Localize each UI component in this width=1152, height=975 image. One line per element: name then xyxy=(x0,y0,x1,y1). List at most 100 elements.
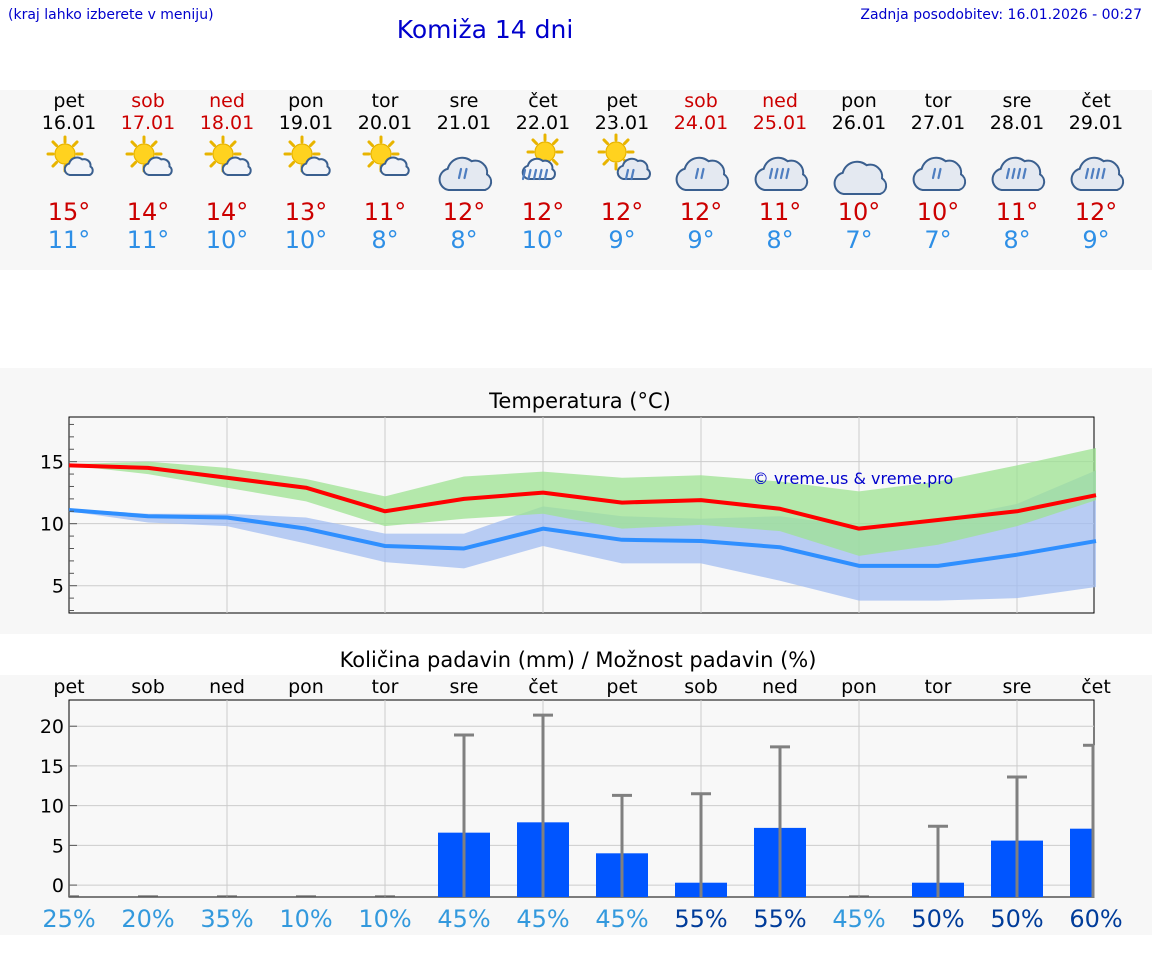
page-title: Komiža 14 dni xyxy=(396,15,574,44)
y-tick-label: 5 xyxy=(52,576,64,598)
max-temp: 11° xyxy=(364,198,407,226)
sun-disc xyxy=(291,143,313,165)
min-temp: 8° xyxy=(371,226,398,254)
precip-probability: 45% xyxy=(595,905,648,933)
max-temp: 11° xyxy=(996,198,1039,226)
day-name: sre xyxy=(1003,90,1032,112)
precip-probability: 50% xyxy=(990,905,1043,933)
day-date: 17.01 xyxy=(121,112,175,134)
min-temp: 10° xyxy=(522,226,565,254)
cloud-shape xyxy=(379,156,410,176)
max-temp-line xyxy=(68,463,1097,531)
cloud-heavy-rain-icon xyxy=(754,156,809,191)
cloud-shape xyxy=(300,156,331,176)
day-name: ned xyxy=(762,90,798,112)
rain-drop xyxy=(768,167,774,180)
cloud-outline xyxy=(300,156,331,176)
sun-disc xyxy=(605,141,627,163)
y-tick-label: 0 xyxy=(52,875,64,897)
max-temp: 10° xyxy=(917,198,960,226)
precip-day-label: sob xyxy=(684,676,718,698)
max-temp: 12° xyxy=(1075,198,1118,226)
precip-day-label: ned xyxy=(209,676,245,698)
day-date: 25.01 xyxy=(753,112,807,134)
day-name: tor xyxy=(925,90,952,112)
sun-ray xyxy=(308,140,316,148)
rain-drop xyxy=(700,167,705,180)
min-temp: 8° xyxy=(1003,226,1030,254)
rain-drop xyxy=(1005,167,1011,180)
day-name: pet xyxy=(53,90,84,112)
y-tick-label: 15 xyxy=(40,452,64,474)
sun-heavy-rain-icon xyxy=(521,133,564,181)
min-temp: 10° xyxy=(206,226,249,254)
rain-drop xyxy=(779,167,785,180)
rain-drop xyxy=(1095,167,1101,180)
rain-drop xyxy=(1011,167,1016,180)
sun-ray xyxy=(602,158,610,166)
day-name: sob xyxy=(131,90,165,112)
sun-ray xyxy=(367,160,375,168)
sun-ray xyxy=(622,138,630,146)
day-name: čet xyxy=(528,90,558,112)
precipitation-chart: Količina padavin (mm) / Možnost padavin … xyxy=(40,648,1123,933)
min-temp: 9° xyxy=(1082,226,1109,254)
max-temp: 11° xyxy=(759,198,802,226)
precip-day-label: sob xyxy=(131,676,165,698)
temperature-chart: Temperatura (°C) 5 10 15 © vreme.us & vrem… xyxy=(40,389,1097,614)
cloud-outline xyxy=(142,156,173,176)
day-date: 18.01 xyxy=(200,112,254,134)
precip-probability: 45% xyxy=(832,905,885,933)
y-tick-label: 10 xyxy=(40,796,64,818)
sun-cloud-icon xyxy=(46,135,94,176)
max-temp: 14° xyxy=(127,198,170,226)
rain-drop xyxy=(538,168,543,181)
rain-drop xyxy=(532,168,538,181)
precip-probability: 10% xyxy=(358,905,411,933)
min-temp-line xyxy=(68,508,1097,568)
precip-day-label: čet xyxy=(528,676,558,698)
sun-cloud-icon xyxy=(362,135,410,176)
cloud-heavy-rain-icon xyxy=(991,156,1046,191)
cloud-outline xyxy=(379,156,410,176)
max-range-band xyxy=(69,448,1096,556)
day-name: sre xyxy=(450,90,479,112)
day-name: pon xyxy=(288,90,324,112)
precip-day-label: tor xyxy=(925,676,952,698)
sun-ray xyxy=(551,138,559,146)
rain-drop xyxy=(1084,167,1090,180)
sun-disc xyxy=(370,143,392,165)
precip-day-label: pon xyxy=(288,676,324,698)
day-date: 27.01 xyxy=(911,112,965,134)
precip-probability: 45% xyxy=(516,905,569,933)
location-hint[interactable]: (kraj lahko izberete v meniju) xyxy=(8,7,214,23)
precipitation-title: Količina padavin (mm) / Možnost padavin … xyxy=(340,648,817,672)
rain-drop xyxy=(785,167,790,180)
precipitation-bars xyxy=(69,713,1095,897)
sun-ray xyxy=(130,140,138,148)
rain-drop xyxy=(931,167,937,180)
max-temp: 12° xyxy=(443,198,486,226)
precipitation-day-labels: pet sob ned pon tor sre čet pet sob ned pon tor sre č… xyxy=(53,676,1110,698)
sun-rain-icon xyxy=(597,133,651,181)
cloud-shape xyxy=(63,156,94,176)
sun-ray xyxy=(551,158,559,166)
y-tick-label: 10 xyxy=(40,514,64,536)
sun-disc xyxy=(133,143,155,165)
precipitation-y-axis: 0 5 10 15 20 xyxy=(40,716,77,897)
cloud-outline xyxy=(221,156,252,176)
min-temp: 7° xyxy=(924,226,951,254)
min-temp: 11° xyxy=(127,226,170,254)
day-date: 26.01 xyxy=(832,112,886,134)
day-name: ned xyxy=(209,90,245,112)
sun-ray xyxy=(209,160,217,168)
precip-probability: 60% xyxy=(1069,905,1122,933)
day-date: 23.01 xyxy=(595,112,649,134)
sun-ray xyxy=(209,140,217,148)
